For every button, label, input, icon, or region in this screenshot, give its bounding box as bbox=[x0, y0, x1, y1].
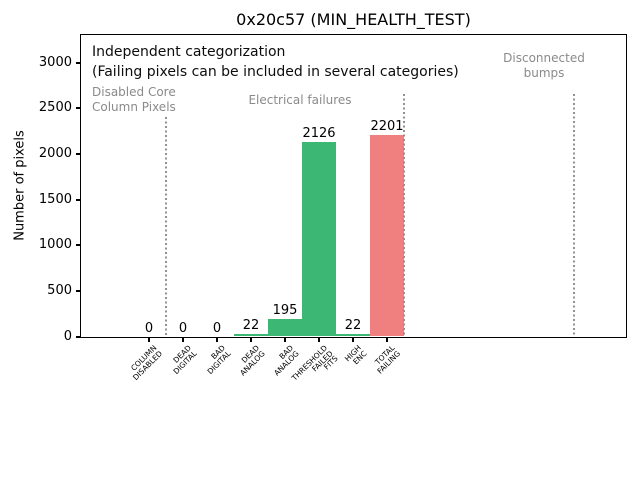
x-tick-mark bbox=[386, 338, 388, 342]
y-tick-mark bbox=[76, 61, 80, 64]
y-tick-label: 0 bbox=[63, 328, 72, 344]
bar-value-label: 22 bbox=[344, 318, 362, 334]
bar-value-label: 2126 bbox=[302, 126, 336, 142]
bar bbox=[268, 318, 302, 337]
y-tick-mark bbox=[76, 335, 80, 338]
section-label-disabled-core-column-pixels: Disabled Core Column Pixels bbox=[92, 85, 176, 114]
x-tick-mark bbox=[318, 338, 320, 342]
bar-value-label: 0 bbox=[178, 320, 188, 336]
x-tick-label: HIGH ENC bbox=[342, 343, 368, 366]
annotation-failing-pixels-note: (Failing pixels can be included in sever… bbox=[92, 64, 459, 80]
x-tick-mark bbox=[216, 338, 218, 342]
y-tick-label: 1000 bbox=[38, 237, 72, 253]
section-divider-dotted-line bbox=[573, 94, 575, 337]
y-tick-label: 2000 bbox=[38, 145, 72, 161]
bar-value-label: 195 bbox=[272, 302, 298, 318]
y-tick-label: 500 bbox=[47, 282, 72, 298]
bar bbox=[336, 334, 370, 337]
x-tick-label: COLUMN DISABLED bbox=[129, 343, 164, 382]
bar-value-label: 22 bbox=[242, 318, 260, 334]
y-tick-mark bbox=[76, 107, 80, 110]
y-tick-mark bbox=[76, 289, 80, 292]
x-tick-mark bbox=[148, 338, 150, 342]
y-tick-label: 1500 bbox=[38, 191, 72, 207]
x-tick-label: DEAD ANALOG bbox=[237, 343, 266, 378]
axes-box bbox=[80, 34, 627, 338]
section-label-electrical-failures: Electrical failures bbox=[248, 93, 352, 107]
y-tick-label: 3000 bbox=[38, 54, 72, 70]
x-tick-mark bbox=[352, 338, 354, 342]
bar-value-label: 2201 bbox=[370, 119, 404, 135]
x-tick-label: BAD DIGITAL bbox=[204, 343, 232, 376]
section-divider-dotted-line bbox=[165, 117, 167, 337]
x-tick-mark bbox=[284, 338, 286, 342]
bar bbox=[302, 142, 336, 337]
annotation-independent-categorization: Independent categorization bbox=[92, 44, 286, 60]
section-divider-dotted-line bbox=[403, 94, 405, 337]
bar bbox=[370, 135, 404, 337]
bar-value-label: 0 bbox=[212, 320, 222, 336]
x-tick-mark bbox=[250, 338, 252, 342]
section-label-disconnected-bumps: Disconnected bumps bbox=[503, 51, 585, 80]
bar-value-label: 0 bbox=[144, 320, 154, 336]
bar bbox=[234, 334, 268, 337]
x-tick-mark bbox=[182, 338, 184, 342]
y-tick-mark bbox=[76, 152, 80, 155]
y-tick-mark bbox=[76, 244, 80, 247]
y-tick-mark bbox=[76, 198, 80, 201]
chart-title: 0x20c57 (MIN_HEALTH_TEST) bbox=[236, 10, 471, 29]
x-tick-label: DEAD DIGITAL bbox=[170, 343, 198, 376]
x-tick-label: TOTAL FAILING bbox=[373, 343, 402, 376]
y-tick-label: 2500 bbox=[38, 100, 72, 116]
